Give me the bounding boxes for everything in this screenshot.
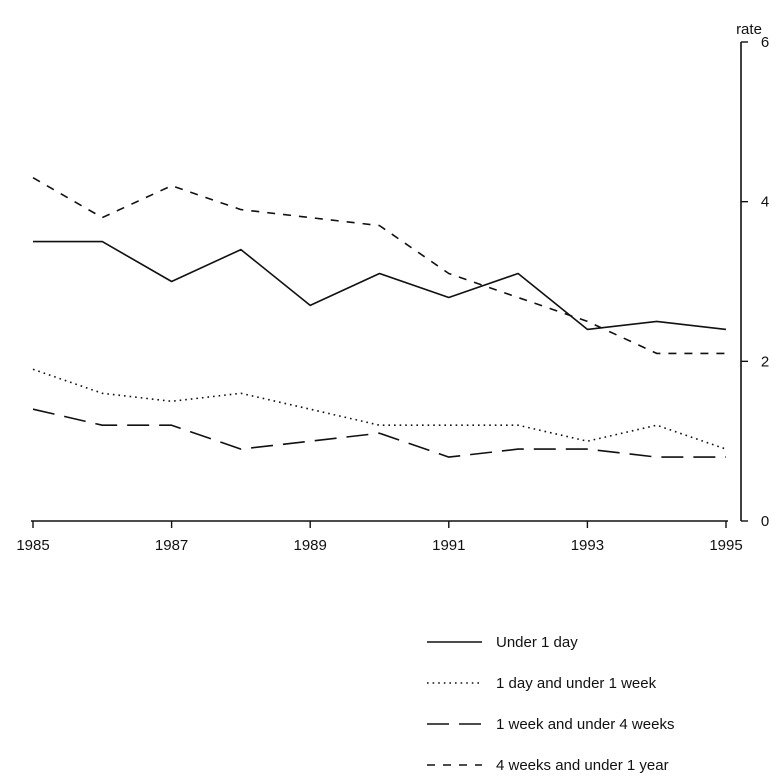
legend-label: 1 week and under 4 weeks xyxy=(496,716,674,733)
x-tick-label: 1987 xyxy=(155,537,188,554)
series-line-long-dash xyxy=(32,408,726,458)
y-ticks: 0 2 4 6 xyxy=(741,34,769,530)
x-tick-label: 1985 xyxy=(16,537,49,554)
x-tick-label: 1989 xyxy=(294,537,327,554)
y-tick-label: 0 xyxy=(761,513,769,530)
series-line-short-dash xyxy=(32,177,726,355)
x-tick-label: 1993 xyxy=(571,537,604,554)
series-line-solid xyxy=(33,240,727,331)
x-tick-label: 1995 xyxy=(709,537,742,554)
y-tick-label: 4 xyxy=(761,194,769,211)
y-axis-title: rate xyxy=(736,21,762,38)
legend: Under 1 day 1 day and under 1 week 1 week … xyxy=(427,634,674,774)
legend-label: 1 day and under 1 week xyxy=(496,675,657,692)
legend-label: Under 1 day xyxy=(496,634,578,651)
x-ticks: 1985 1987 1989 1991 1993 1995 xyxy=(16,521,743,554)
axes xyxy=(31,42,742,522)
series-line-dotted xyxy=(32,368,727,450)
y-tick-label: 6 xyxy=(761,34,769,51)
y-tick-label: 2 xyxy=(761,353,769,370)
series-lines xyxy=(32,177,727,458)
legend-label: 4 weeks and under 1 year xyxy=(496,757,669,774)
x-tick-label: 1991 xyxy=(432,537,465,554)
